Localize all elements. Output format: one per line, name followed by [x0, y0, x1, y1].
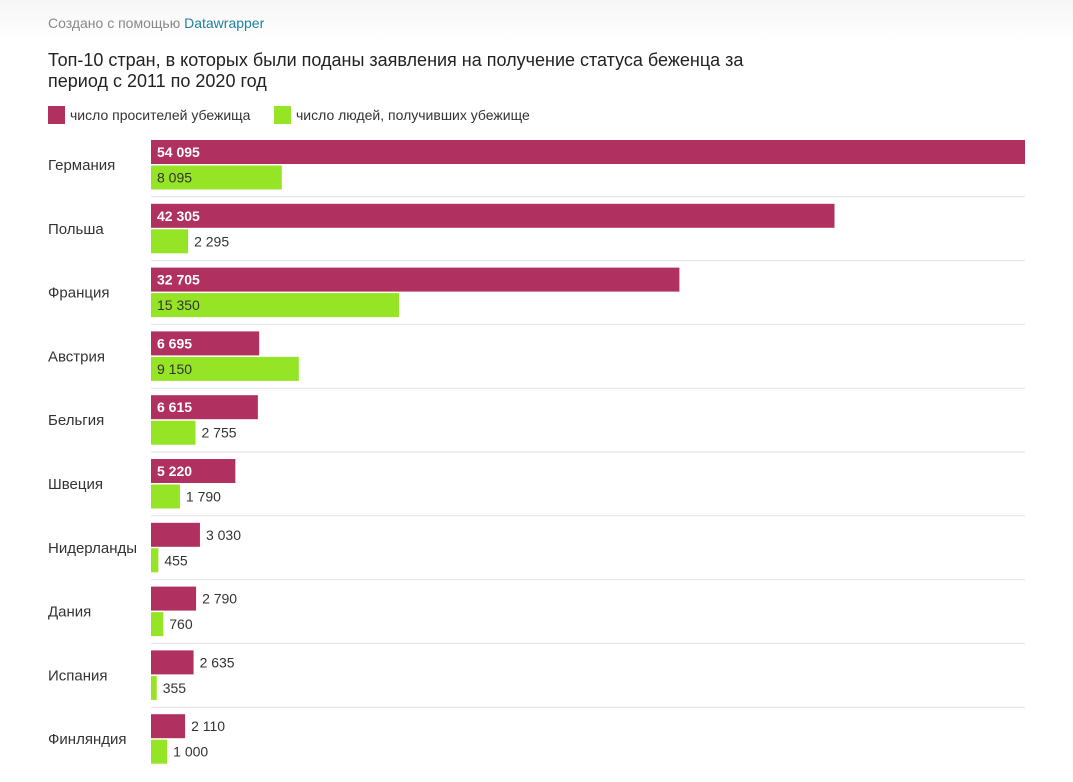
country-label: Польша [48, 221, 104, 238]
bar-applicants [151, 395, 258, 420]
bar-applicants [151, 331, 260, 356]
bar-applicants [151, 140, 1025, 164]
bar-granted [151, 548, 159, 573]
bar-applicants [151, 203, 835, 228]
value-label-granted: 9 150 [157, 361, 192, 377]
value-label-granted: 15 350 [157, 297, 200, 313]
value-label-granted: 2 295 [194, 233, 229, 249]
country-label: Германия [48, 157, 115, 174]
country-label: Швеция [48, 476, 103, 493]
bar-applicants [151, 459, 236, 483]
bar-applicants [151, 586, 197, 611]
value-label-applicants: 2 110 [191, 718, 225, 734]
value-label-granted: 1 000 [173, 744, 208, 760]
bar-applicants [151, 650, 194, 675]
value-label-applicants: 6 695 [157, 335, 192, 351]
bar-applicants [151, 714, 186, 739]
bar-granted [151, 484, 180, 509]
bar-applicants [151, 267, 680, 292]
country-label: Австрия [48, 348, 105, 365]
country-label: Франция [48, 285, 109, 302]
value-label-granted: 355 [163, 680, 187, 696]
value-label-applicants: 42 305 [157, 208, 200, 224]
legend-swatch-applicants [48, 106, 65, 124]
bar-granted [151, 165, 282, 190]
bar-granted [151, 356, 299, 381]
value-label-granted: 1 790 [186, 489, 221, 505]
country-label: Нидерланды [48, 540, 137, 557]
bar-granted [151, 739, 168, 764]
legend-label-applicants: число просителей убежища [70, 107, 251, 123]
value-label-applicants: 2 635 [200, 654, 235, 670]
value-label-applicants: 6 615 [157, 399, 192, 415]
legend-swatch-granted [274, 106, 291, 124]
country-label: Финляндия [48, 731, 126, 748]
value-label-applicants: 3 030 [206, 527, 241, 543]
chart-title: Топ-10 стран, в которых были поданы заяв… [48, 50, 744, 91]
bar-granted [151, 420, 196, 445]
bar-granted [151, 293, 400, 318]
country-label: Дания [48, 604, 91, 621]
bar-granted [151, 612, 164, 637]
value-label-applicants: 2 790 [202, 591, 237, 607]
country-label: Бельгия [48, 412, 104, 429]
value-label-granted: 760 [169, 616, 193, 632]
country-label: Испания [48, 667, 108, 684]
value-label-granted: 2 755 [202, 425, 237, 441]
bar-applicants [151, 522, 200, 547]
value-label-granted: 8 095 [157, 170, 192, 186]
value-label-granted: 455 [164, 552, 188, 568]
value-label-applicants: 54 095 [157, 144, 200, 160]
credit-line: Создано с помощью Datawrapper [48, 15, 264, 31]
value-label-applicants: 5 220 [157, 463, 192, 479]
bar-granted [151, 229, 189, 254]
credit-prefix: Создано с помощью [48, 15, 181, 31]
legend-label-granted: число людей, получивших убежище [296, 107, 530, 123]
bar-granted [151, 675, 157, 700]
value-label-applicants: 32 705 [157, 272, 200, 288]
datawrapper-link[interactable]: Datawrapper [184, 15, 265, 31]
top-bar [0, 0, 1073, 40]
